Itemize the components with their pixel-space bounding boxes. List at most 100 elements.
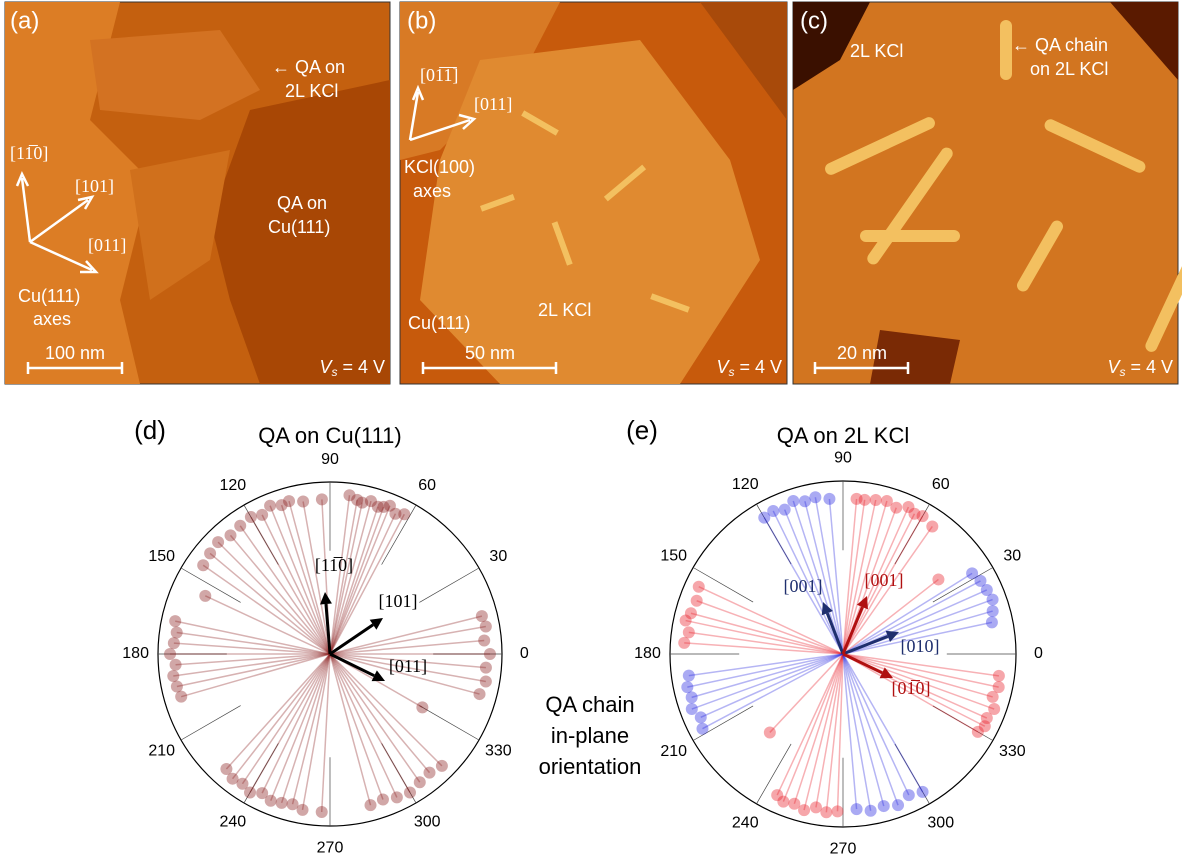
panel-label: (b) — [407, 7, 436, 34]
orientation-dot — [164, 648, 177, 660]
crystal-axis-arrow — [329, 623, 374, 656]
orientation-dot — [916, 785, 929, 798]
orientation-line — [209, 552, 331, 655]
terrace — [1110, 2, 1178, 80]
orientation-line — [250, 516, 331, 655]
bias-subscript: s — [728, 365, 734, 379]
orientation-dot — [966, 567, 979, 580]
angle-label: 30 — [1003, 547, 1021, 564]
orientation-dot — [204, 547, 217, 560]
arrow-head — [821, 602, 833, 616]
panel-label: (d) — [134, 415, 166, 445]
orientation-dot — [199, 589, 212, 602]
orientation-line — [842, 515, 924, 655]
bias: Vs = 4 V — [716, 357, 782, 379]
chain — [650, 293, 690, 313]
orientation-dot — [877, 800, 890, 813]
orientation-dot — [926, 520, 939, 533]
orientation-dot — [413, 776, 426, 789]
orientation-line — [691, 653, 844, 710]
orientation-line — [176, 631, 331, 655]
orientation-dot — [197, 559, 210, 572]
grid-line — [419, 567, 480, 603]
orientation-line — [329, 513, 405, 655]
grid-line — [180, 705, 241, 741]
caption: QA chain — [545, 692, 634, 717]
bias-symbol: V — [1107, 357, 1121, 377]
chains — [479, 110, 690, 313]
orientation-dot — [892, 799, 905, 812]
crystal-axis-arrow — [825, 612, 845, 655]
orientation-dot — [286, 798, 299, 811]
orientation-line — [763, 517, 844, 655]
orientation-line — [231, 653, 331, 780]
chain — [860, 230, 960, 242]
bias: Vs = 4 V — [319, 357, 385, 379]
orientation-dot — [986, 690, 999, 703]
orientation-line — [842, 578, 939, 655]
orientation-line — [329, 653, 384, 800]
orientation-dot — [809, 801, 822, 814]
axis-label: [11̅0] — [10, 143, 48, 163]
orientation-dot — [850, 803, 863, 816]
angle-label: 120 — [732, 476, 759, 493]
orientation-line — [842, 572, 973, 655]
orientation-line — [782, 653, 844, 802]
annotation: QA on — [277, 193, 327, 213]
orientation-line — [329, 495, 351, 655]
grid-line — [419, 705, 480, 741]
panel-c: (c) 2L KCl ← QA chain on 2L KCl 20 nm Vs… — [792, 1, 1182, 385]
angle-label: 0 — [520, 645, 529, 662]
orientation-dot — [435, 759, 448, 772]
chart-title: QA on 2L KCl — [777, 423, 909, 448]
grid-line — [894, 743, 930, 804]
orientation-dot — [916, 510, 929, 523]
orientation-line — [249, 653, 331, 793]
orientation-line — [261, 514, 331, 655]
annotation: 2L KCl — [285, 81, 338, 101]
angle-label: 0 — [1034, 645, 1043, 662]
orientation-dot — [416, 701, 429, 714]
chain — [551, 221, 573, 266]
orientation-line — [842, 653, 872, 811]
orientation-line — [842, 653, 995, 710]
scale-label: 100 nm — [45, 343, 105, 363]
orientation-line — [842, 653, 910, 796]
orientation-line — [700, 653, 844, 719]
orientation-line — [329, 653, 486, 683]
chain — [1044, 119, 1146, 173]
annotation: on 2L KCl — [1030, 59, 1108, 79]
annotation: 2L KCl — [538, 300, 591, 320]
orientation-line — [698, 586, 844, 655]
terrace — [870, 330, 960, 384]
orientation-line — [288, 500, 331, 655]
axes-arrows — [15, 170, 99, 274]
bias: Vs = 4 V — [1107, 357, 1173, 379]
orientation-dot — [226, 772, 239, 785]
orientation-line — [329, 506, 379, 655]
orientation-line — [842, 653, 899, 806]
orientation-dot — [297, 495, 310, 508]
angle-label: 90 — [321, 451, 339, 468]
orientation-line — [842, 526, 933, 655]
chain — [603, 164, 647, 202]
orientation-line — [842, 653, 858, 810]
orientation-line — [842, 653, 999, 688]
arrow-head — [371, 670, 385, 682]
orientation-line — [842, 653, 1000, 677]
angle-label: 240 — [732, 815, 759, 832]
orientation-dot — [170, 626, 183, 639]
orientation-dot — [256, 787, 269, 800]
orientation-dot — [283, 495, 296, 508]
orientation-line — [842, 499, 877, 655]
angle-label: 120 — [219, 477, 246, 494]
terrace — [5, 2, 150, 384]
panel-label: (e) — [626, 415, 658, 445]
orientation-dot — [356, 496, 369, 509]
grid-line — [243, 504, 279, 565]
orientation-dot — [364, 799, 377, 812]
orientation-dot — [423, 766, 436, 779]
orientation-dot — [212, 536, 225, 549]
orientation-dot — [681, 681, 694, 694]
